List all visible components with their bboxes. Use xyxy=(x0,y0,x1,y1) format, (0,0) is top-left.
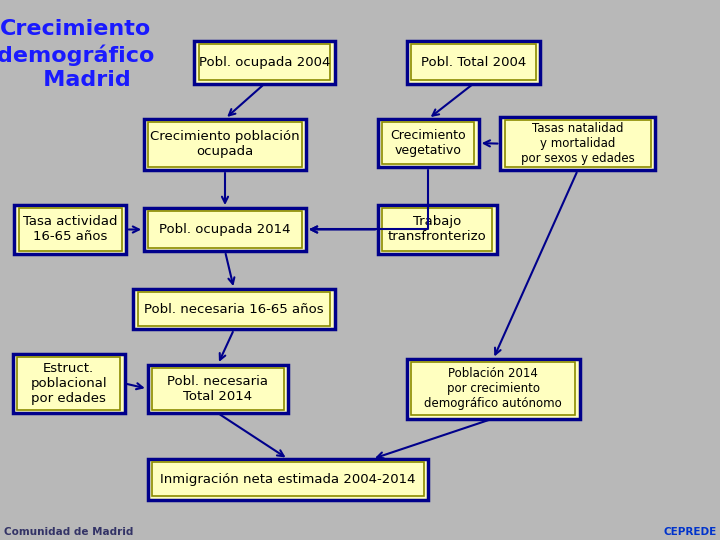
Text: Comunidad de Madrid: Comunidad de Madrid xyxy=(4,527,133,537)
Text: Crecimiento
vegetativo: Crecimiento vegetativo xyxy=(390,129,467,157)
FancyBboxPatch shape xyxy=(144,119,306,170)
FancyBboxPatch shape xyxy=(138,292,330,326)
FancyBboxPatch shape xyxy=(378,205,497,254)
Text: Inmigración neta estimada 2004-2014: Inmigración neta estimada 2004-2014 xyxy=(161,472,415,486)
Text: Población 2014
por crecimiento
demográfico autónomo: Población 2014 por crecimiento demográfi… xyxy=(424,367,562,410)
FancyBboxPatch shape xyxy=(148,211,302,248)
FancyBboxPatch shape xyxy=(411,44,536,80)
FancyBboxPatch shape xyxy=(500,117,655,170)
Text: Pobl. Total 2004: Pobl. Total 2004 xyxy=(420,56,526,69)
FancyBboxPatch shape xyxy=(152,462,424,496)
FancyBboxPatch shape xyxy=(199,44,330,80)
FancyBboxPatch shape xyxy=(505,120,651,167)
FancyBboxPatch shape xyxy=(144,208,306,251)
Text: Pobl. ocupada 2014: Pobl. ocupada 2014 xyxy=(159,223,291,236)
FancyBboxPatch shape xyxy=(382,122,474,164)
FancyBboxPatch shape xyxy=(194,40,335,84)
Text: CEPREDE: CEPREDE xyxy=(663,527,716,537)
FancyBboxPatch shape xyxy=(19,208,122,251)
FancyBboxPatch shape xyxy=(378,119,479,167)
Text: Pobl. necesaria
Total 2014: Pobl. necesaria Total 2014 xyxy=(167,375,269,403)
Text: Pobl. necesaria 16-65 años: Pobl. necesaria 16-65 años xyxy=(144,302,324,316)
Text: Tasa actividad
16-65 años: Tasa actividad 16-65 años xyxy=(23,215,117,244)
FancyBboxPatch shape xyxy=(148,122,302,167)
FancyBboxPatch shape xyxy=(148,364,288,413)
FancyBboxPatch shape xyxy=(133,289,335,329)
FancyBboxPatch shape xyxy=(407,40,540,84)
Text: Tasas natalidad
y mortalidad
por sexos y edades: Tasas natalidad y mortalidad por sexos y… xyxy=(521,122,634,165)
FancyBboxPatch shape xyxy=(407,359,580,418)
Text: Crecimiento
demográfico
   Madrid: Crecimiento demográfico Madrid xyxy=(0,19,154,90)
FancyBboxPatch shape xyxy=(152,368,284,410)
Text: Pobl. ocupada 2004: Pobl. ocupada 2004 xyxy=(199,56,330,69)
Text: Crecimiento población
ocupada: Crecimiento población ocupada xyxy=(150,131,300,158)
FancyBboxPatch shape xyxy=(17,357,120,410)
Text: Trabajo
transfronterizo: Trabajo transfronterizo xyxy=(388,215,487,244)
Text: Estruct.
poblacional
por edades: Estruct. poblacional por edades xyxy=(30,362,107,405)
FancyBboxPatch shape xyxy=(148,459,428,500)
FancyBboxPatch shape xyxy=(382,208,492,251)
FancyBboxPatch shape xyxy=(411,362,575,415)
FancyBboxPatch shape xyxy=(13,354,125,413)
FancyBboxPatch shape xyxy=(14,205,126,254)
